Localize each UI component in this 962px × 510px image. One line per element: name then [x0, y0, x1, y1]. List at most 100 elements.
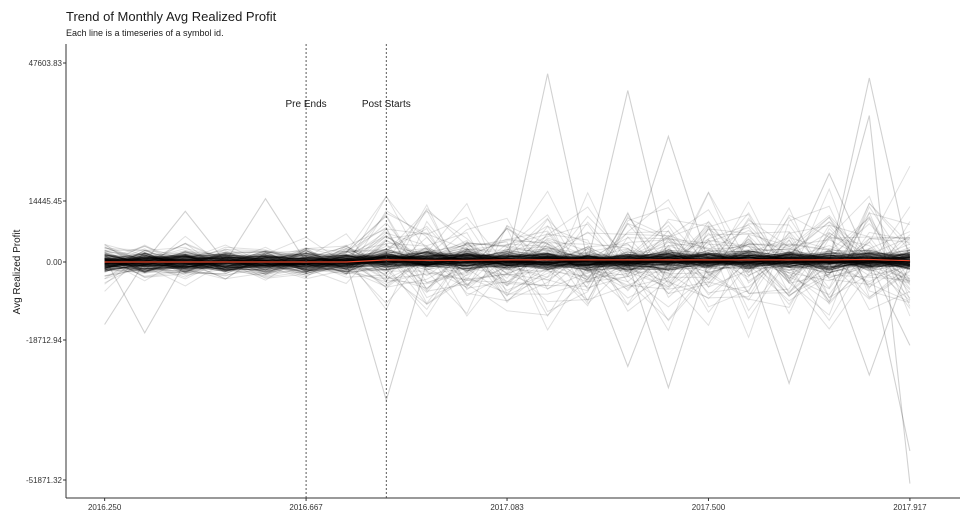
- series-line: [104, 254, 911, 270]
- series-line: [104, 251, 911, 275]
- series-line: [104, 253, 911, 270]
- x-tick-label: 2017.500: [692, 503, 726, 510]
- series-line: [104, 254, 910, 273]
- series-line: [104, 252, 910, 266]
- series-line: [104, 253, 910, 268]
- series-line: [104, 254, 910, 267]
- series-line: [104, 251, 910, 270]
- series-line: [104, 209, 911, 305]
- series-line: [104, 187, 911, 298]
- series-line: [104, 255, 910, 272]
- series-line: [104, 250, 910, 272]
- series-line: [104, 216, 911, 315]
- series-line: [104, 190, 911, 312]
- series-line: [104, 255, 910, 271]
- series-line: [104, 252, 910, 271]
- series-line: [104, 251, 910, 272]
- x-tick-label: 2016.250: [88, 503, 122, 510]
- series-line: [104, 253, 910, 269]
- series-line: [104, 216, 911, 288]
- series-line: [104, 254, 911, 270]
- series-line: [104, 248, 910, 269]
- x-tick-label: 2017.083: [490, 503, 524, 510]
- series-line: [104, 251, 910, 271]
- series-line: [104, 195, 911, 321]
- series-line: [104, 191, 911, 303]
- series-line: [104, 253, 911, 276]
- series-line: [104, 202, 911, 295]
- series-line: [104, 197, 910, 263]
- series-line: [104, 238, 911, 306]
- series-line: [104, 215, 911, 306]
- series-line: [104, 226, 911, 308]
- series-line: [104, 250, 910, 269]
- series-line: [104, 200, 911, 289]
- mean-series-line: [104, 258, 910, 263]
- series-line: [104, 252, 910, 273]
- series-line: [104, 228, 911, 299]
- series-line: [104, 165, 911, 303]
- series-line: [104, 210, 911, 290]
- y-tick-label: -18712.94: [26, 336, 63, 345]
- series-line: [104, 229, 911, 304]
- axes-group: -51871.32 -18712.94 0.00 14445.45 47603.83 20…: [26, 44, 960, 510]
- series-line: [104, 214, 911, 322]
- series-line: [104, 252, 910, 272]
- series-line: [104, 216, 911, 291]
- series-line: [104, 115, 911, 484]
- series-line: [104, 248, 910, 271]
- series-line: [104, 211, 910, 313]
- series-line: [104, 243, 911, 330]
- series-line: [104, 246, 910, 270]
- series-line: [104, 254, 910, 267]
- reference-lines-group: Pre Ends Post Starts: [286, 44, 411, 498]
- series-line: [104, 230, 911, 288]
- series-line: [104, 217, 910, 290]
- series-line: [104, 252, 910, 272]
- series-lines-group: [104, 165, 911, 339]
- series-line: [104, 251, 911, 271]
- series-line: [104, 254, 910, 272]
- series-line: [104, 198, 911, 316]
- series-line: [104, 236, 911, 311]
- x-tick-label: 2016.667: [289, 503, 323, 510]
- series-line: [104, 252, 911, 269]
- series-line: [104, 206, 911, 299]
- series-line: [104, 250, 910, 273]
- series-line: [104, 251, 911, 267]
- series-line: [104, 253, 911, 272]
- series-line: [104, 252, 910, 270]
- series-line: [104, 217, 910, 291]
- y-tick-label: -51871.32: [26, 476, 63, 485]
- series-line: [104, 77, 911, 263]
- chart-title: Trend of Monthly Avg Realized Profit: [66, 9, 277, 24]
- series-line: [104, 253, 910, 272]
- series-line: [104, 228, 910, 306]
- series-line: [104, 212, 911, 317]
- series-line: [104, 206, 911, 307]
- series-line: [104, 253, 911, 271]
- series-line: [104, 253, 911, 270]
- series-line: [104, 250, 910, 273]
- chart-subtitle: Each line is a timeseries of a symbol id…: [66, 28, 224, 38]
- series-line: [104, 250, 911, 273]
- series-line: [104, 249, 910, 272]
- series-line: [104, 252, 910, 267]
- series-line: [104, 224, 910, 302]
- series-line: [104, 252, 911, 277]
- series-line: [104, 253, 910, 268]
- series-line: [104, 253, 910, 275]
- series-line: [104, 212, 911, 317]
- series-line: [104, 221, 911, 283]
- mean-series-group: [104, 258, 910, 263]
- series-line: [104, 225, 911, 302]
- series-line: [104, 249, 910, 274]
- series-line: [104, 225, 911, 320]
- series-line: [104, 251, 910, 269]
- series-line: [104, 213, 911, 332]
- series-line: [104, 250, 910, 271]
- series-line: [104, 247, 911, 305]
- series-line: [104, 231, 911, 298]
- series-line: [104, 253, 910, 270]
- series-line: [104, 250, 910, 269]
